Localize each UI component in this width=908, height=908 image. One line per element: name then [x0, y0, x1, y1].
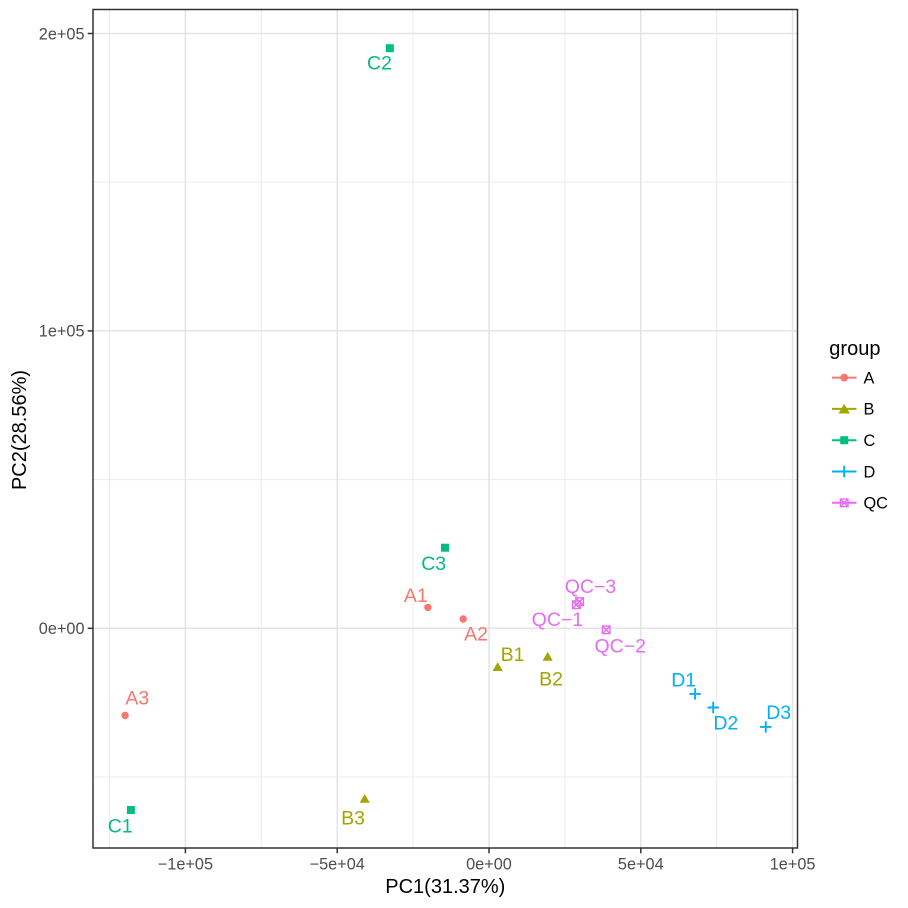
svg-text:C1: C1: [108, 815, 133, 837]
svg-text:group: group: [829, 338, 880, 360]
svg-text:B1: B1: [501, 644, 525, 666]
svg-text:−1e+05: −1e+05: [158, 855, 213, 873]
svg-text:PC2(28.56%): PC2(28.56%): [9, 370, 31, 490]
svg-text:QC−3: QC−3: [565, 576, 616, 598]
svg-text:1e+05: 1e+05: [770, 855, 816, 873]
svg-text:B3: B3: [341, 808, 365, 830]
svg-text:B2: B2: [539, 668, 563, 690]
svg-text:QC−1: QC−1: [532, 609, 583, 631]
svg-text:PC1(31.37%): PC1(31.37%): [385, 876, 505, 898]
svg-text:5e+04: 5e+04: [618, 855, 664, 873]
svg-text:A1: A1: [404, 585, 428, 607]
svg-text:D: D: [864, 463, 876, 481]
svg-text:0e+00: 0e+00: [466, 855, 512, 873]
svg-text:QC−2: QC−2: [594, 636, 645, 658]
svg-text:C: C: [864, 432, 876, 450]
svg-text:D2: D2: [713, 712, 738, 734]
svg-text:B: B: [864, 401, 875, 419]
svg-text:−5e+04: −5e+04: [310, 855, 365, 873]
svg-text:QC: QC: [864, 495, 889, 513]
svg-text:D1: D1: [671, 670, 696, 692]
svg-text:C2: C2: [367, 53, 392, 75]
svg-text:A3: A3: [125, 688, 149, 710]
svg-text:C3: C3: [421, 553, 446, 575]
svg-text:A: A: [864, 369, 875, 387]
svg-text:A2: A2: [464, 624, 488, 646]
svg-text:0e+00: 0e+00: [39, 620, 85, 638]
svg-text:1e+05: 1e+05: [39, 323, 85, 341]
svg-text:D3: D3: [766, 702, 791, 724]
svg-text:2e+05: 2e+05: [39, 25, 85, 43]
